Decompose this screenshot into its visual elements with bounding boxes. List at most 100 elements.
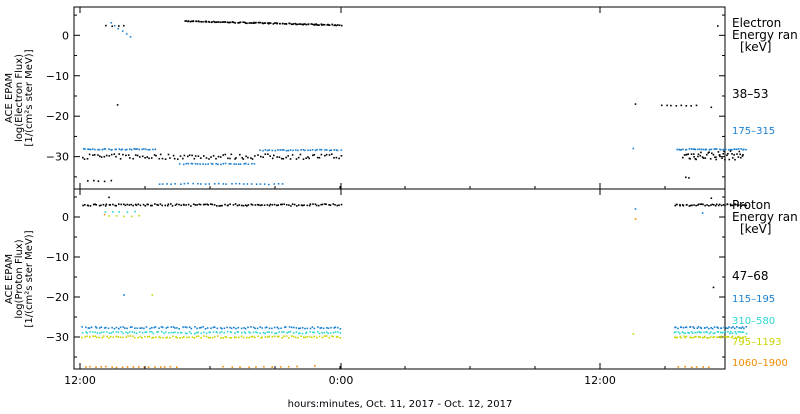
electron-point-175-315 (87, 148, 89, 150)
proton-point-795-1193 (117, 336, 119, 338)
proton-point-795-1193 (195, 335, 198, 338)
electron-point-38-53 (284, 23, 286, 25)
proton-point-310-580 (164, 331, 167, 334)
proton-point-47-68 (679, 204, 681, 207)
proton-point-795-1193 (739, 336, 741, 339)
proton-point-115-195 (728, 326, 730, 328)
electron-point-175-315 (204, 163, 207, 166)
proton-point-47-68 (174, 204, 177, 206)
proton-point-310-580 (118, 211, 120, 213)
proton-point-47-68 (715, 203, 718, 206)
proton-point-47-68 (296, 205, 298, 207)
proton-point-795-1193 (734, 336, 737, 339)
electron-point-38-53 (736, 153, 738, 155)
proton-point-310-580 (170, 331, 172, 334)
electron-point-38-53 (289, 22, 291, 25)
proton-point-310-580 (305, 332, 307, 334)
proton-point-47-68 (283, 203, 285, 205)
proton-point-795-1193 (94, 335, 96, 338)
proton-point-47-68 (710, 204, 712, 206)
electron-point-38-53 (257, 21, 260, 24)
proton-point-795-1193 (694, 335, 696, 338)
electron-point-38-53 (335, 156, 338, 159)
electron-point-38-53 (129, 157, 131, 159)
electron-point-38-53 (184, 20, 186, 22)
electron-point-38-53 (690, 105, 692, 107)
electron-point-38-53 (185, 20, 188, 22)
proton-point-1060-1900 (89, 365, 91, 368)
proton-point-795-1193 (730, 336, 733, 339)
electron-point-38-53 (709, 158, 712, 160)
proton-point-795-1193 (736, 336, 739, 338)
proton-point-115-195 (94, 326, 97, 328)
electron-point-175-315 (220, 163, 222, 166)
proton-point-310-580 (110, 332, 113, 334)
proton-point-795-1193 (332, 335, 334, 338)
proton-point-115-195 (151, 326, 153, 329)
electron-point-175-315 (311, 149, 314, 151)
proton-point-47-68 (122, 203, 125, 206)
proton-point-115-195 (254, 327, 256, 330)
proton-point-115-195 (271, 327, 273, 330)
electron-point-38-53 (711, 152, 713, 155)
electron-point-175-315 (224, 162, 227, 165)
proton-point-47-68 (722, 204, 725, 206)
proton-point-310-580 (281, 331, 283, 333)
proton-point-310-580 (120, 330, 123, 333)
proton-point-310-580 (106, 331, 108, 333)
proton-point-47-68 (729, 203, 732, 206)
electron-point-175-315 (274, 149, 277, 152)
electron-point-175-315 (745, 148, 747, 151)
proton-point-310-580 (194, 332, 196, 335)
proton-point-47-68 (159, 203, 162, 205)
electron-point-38-53 (250, 157, 252, 159)
electron-point-38-53 (192, 20, 195, 23)
electron-point-175-315 (307, 149, 309, 152)
electron-point-175-315 (213, 183, 216, 185)
electron-point-38-53 (700, 151, 702, 154)
electron-point-38-53 (177, 158, 179, 160)
electron-point-175-315 (103, 148, 105, 150)
proton-point-115-195 (706, 326, 708, 329)
proton-point-115-195 (295, 327, 298, 329)
proton-point-115-195 (280, 327, 282, 330)
proton-point-1060-1900 (263, 365, 265, 368)
electron-point-175-315 (287, 149, 290, 152)
proton-point-47-68 (693, 204, 695, 206)
electron-point-38-53 (291, 154, 294, 156)
proton-point-115-195 (288, 326, 291, 328)
proton-point-795-1193 (132, 335, 134, 337)
proton-point-1060-1900 (695, 366, 698, 368)
proton-point-310-580 (278, 331, 280, 333)
proton-point-795-1193 (250, 335, 253, 338)
proton-point-795-1193 (690, 336, 692, 339)
proton-point-310-580 (298, 332, 300, 335)
proton-point-47-68 (314, 203, 317, 205)
proton-point-310-580 (208, 331, 210, 333)
proton-point-310-580 (734, 331, 737, 333)
proton-point-310-580 (313, 331, 316, 334)
electron-point-38-53 (198, 20, 200, 23)
proton-point-1060-1900 (143, 366, 146, 369)
proton-point-115-195 (87, 327, 90, 329)
proton-point-310-580 (223, 332, 226, 334)
proton-point-47-68 (288, 204, 290, 206)
proton-point-115-195 (283, 326, 286, 329)
electron-point-175-315 (185, 162, 188, 165)
proton-point-47-68 (102, 203, 105, 206)
proton-point-310-580 (163, 332, 165, 335)
electron-point-38-53 (276, 22, 279, 25)
electron-point-38-53 (732, 157, 734, 159)
proton-point-115-195 (301, 327, 304, 329)
proton-point-115-195 (119, 326, 122, 329)
electron-point-38-53 (738, 150, 741, 153)
proton-point-47-68 (726, 203, 729, 206)
electron-point-175-315 (98, 148, 101, 151)
proton-point-115-195 (710, 327, 712, 329)
electron-point-175-315 (714, 148, 717, 150)
electron-point-38-53 (298, 23, 300, 25)
proton-point-47-68 (708, 205, 710, 207)
electron-point-38-53 (205, 21, 208, 23)
proton-point-795-1193 (744, 336, 747, 338)
